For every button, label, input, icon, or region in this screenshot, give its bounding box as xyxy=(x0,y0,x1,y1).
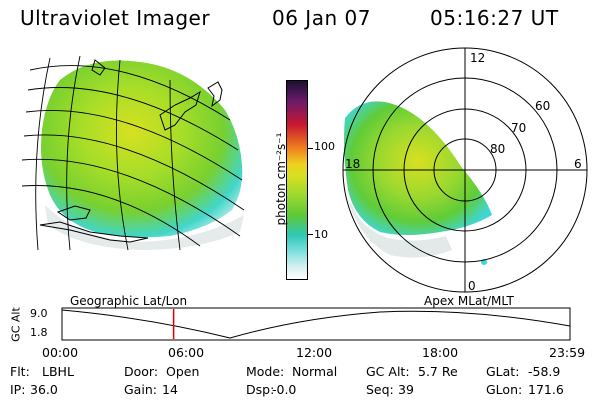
x-tick-label: 00:00 xyxy=(42,345,79,360)
timeline-axis-label: GC Alt xyxy=(9,307,23,342)
mlt-label-6: 6 xyxy=(574,157,582,171)
info-label: IP: xyxy=(10,382,26,397)
x-tick-label: 23:59 xyxy=(549,345,586,360)
altitude-curve xyxy=(61,309,571,339)
x-tick-label: 06:00 xyxy=(168,345,205,360)
time-label: 05:16:27 UT xyxy=(430,6,559,30)
info-value: 5.7 Re xyxy=(418,364,458,379)
info-value: 14 xyxy=(162,382,178,397)
aurora-emission-geo xyxy=(41,60,243,238)
x-tick-label: 18:00 xyxy=(422,345,459,360)
timeline-y-tick-max: 9.0 xyxy=(30,307,48,320)
mlt-label-12: 12 xyxy=(470,51,485,65)
info-label: Door: xyxy=(124,364,159,379)
colorbar-units-label: photon cm⁻²s⁻¹ xyxy=(274,132,288,226)
app-title: Ultraviolet Imager xyxy=(20,6,211,30)
colorbar-tick-low xyxy=(307,234,313,235)
x-tick-label: 12:00 xyxy=(296,345,333,360)
colorbar xyxy=(286,80,308,280)
info-label: Seq: xyxy=(366,382,394,397)
info-value: Open xyxy=(166,364,200,379)
colorbar-tick-100: 100 xyxy=(314,140,335,153)
info-label: Dsp: xyxy=(246,382,275,397)
timeline-left-title: Geographic Lat/Lon xyxy=(70,294,188,308)
timeline-right-title: Apex MLat/MLT xyxy=(424,294,514,308)
altitude-timeline xyxy=(61,307,571,341)
info-value: -0.0 xyxy=(272,382,297,397)
mlat-label-60: 60 xyxy=(535,99,550,113)
mlat-label-80: 80 xyxy=(490,142,505,156)
info-value: 36.0 xyxy=(30,382,58,397)
info-value: 171.6 xyxy=(528,382,564,397)
info-label: GLat: xyxy=(486,364,520,379)
colorbar-tick-10: 10 xyxy=(314,228,328,241)
info-label: Mode: xyxy=(246,364,285,379)
mlat-label-70: 70 xyxy=(511,121,526,135)
mlt-label-18: 18 xyxy=(345,157,360,171)
info-value: LBHL xyxy=(42,364,74,379)
timeline-y-tick-min: 1.8 xyxy=(30,326,48,339)
info-label: Gain: xyxy=(124,382,157,397)
mlt-label-0: 0 xyxy=(468,279,476,293)
info-label: GC Alt: xyxy=(366,364,410,379)
info-label: GLon: xyxy=(486,382,523,397)
info-value: -58.9 xyxy=(528,364,561,379)
info-value: 39 xyxy=(398,382,414,397)
info-value: Normal xyxy=(292,364,338,379)
colorbar-tick-high xyxy=(307,148,313,149)
polar-mlat-mlt-plot: 12 18 6 0 60 70 80 xyxy=(342,47,588,293)
geographic-map-image xyxy=(21,55,245,251)
info-label: Flt: xyxy=(10,364,30,379)
aurora-emission-polar xyxy=(344,101,492,235)
date-label: 06 Jan 07 xyxy=(272,6,371,30)
